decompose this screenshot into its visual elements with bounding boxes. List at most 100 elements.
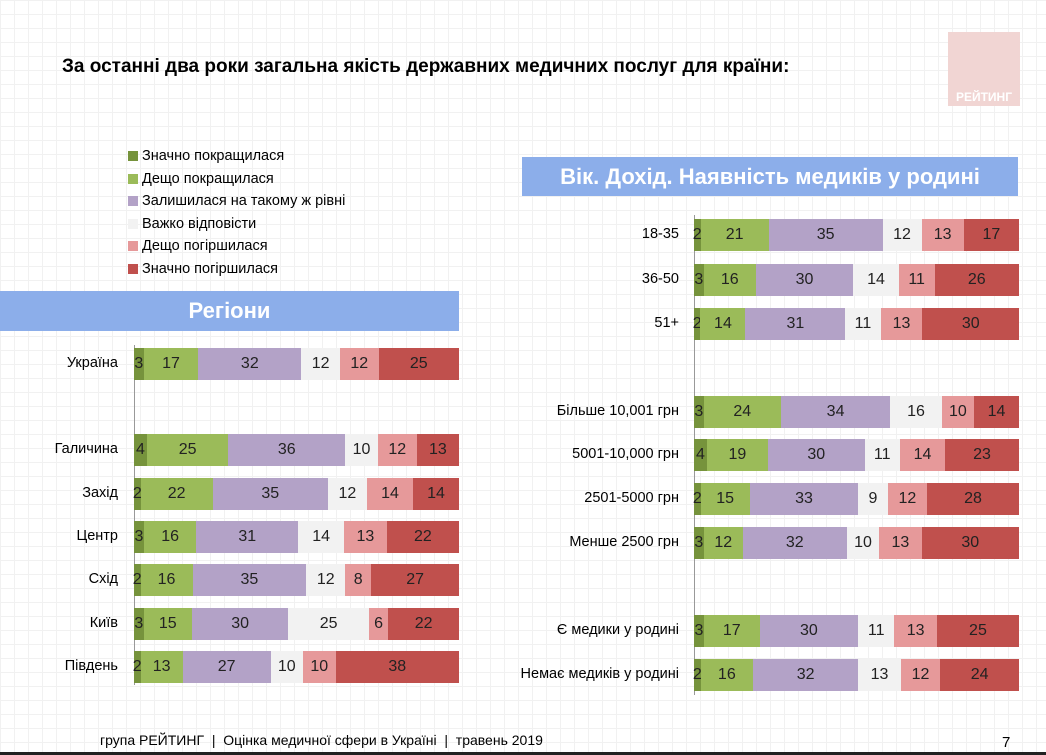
row-label: Центр (76, 528, 118, 544)
bar-segment: 30 (768, 439, 865, 471)
bar-segment: 17 (963, 219, 1019, 251)
legend-label: Дещо покращилася (142, 170, 274, 187)
bar-segment: 10 (303, 651, 336, 683)
row-label: 2501-5000 грн (584, 490, 679, 506)
row-label: Менше 2500 грн (569, 534, 679, 550)
bar-segment: 23 (944, 439, 1019, 471)
legend-swatch (128, 241, 138, 252)
bar-segment: 13 (140, 651, 183, 683)
row-label: Південь (64, 658, 118, 674)
bar-segment: 15 (700, 483, 750, 515)
logo-text: РЕЙТИНГ (955, 90, 1013, 104)
bar-segment: 2 (693, 308, 702, 340)
bar-segment: 14 (298, 521, 345, 553)
legend-swatch (128, 173, 138, 184)
bar-segment: 12 (703, 527, 743, 559)
bar-segment: 11 (898, 264, 935, 296)
bar-segment: 16 (140, 564, 193, 596)
legend-label: Важко відповісти (142, 215, 257, 232)
bar-segment: 9 (858, 483, 888, 515)
regions-header: Регіони (0, 291, 459, 331)
bar-segment: 17 (143, 348, 199, 380)
bar-segment: 12 (377, 434, 417, 466)
legend-item: Значно погіршилася (128, 258, 345, 281)
bar-segment: 14 (899, 439, 945, 471)
bar-segment: 12 (301, 348, 340, 380)
bar-segment: 16 (700, 659, 754, 691)
bar-segment: 14 (700, 308, 746, 340)
bar-segment: 25 (288, 608, 369, 640)
bar-segment: 8 (345, 564, 372, 596)
bar-segment: 30 (759, 615, 859, 647)
legend-item: Важко відповісти (128, 213, 345, 236)
bar-segment: 11 (864, 439, 900, 471)
bar-segment: 4 (694, 439, 707, 471)
bar-segment: 35 (768, 219, 883, 251)
bar-segment: 13 (894, 615, 937, 647)
bar-segment: 2 (693, 483, 702, 515)
legend-item: Залишилася на такому ж рівні (128, 190, 345, 213)
bar-segment: 35 (212, 478, 328, 510)
bar-segment: 3 (694, 264, 704, 296)
bar-segment: 12 (306, 564, 346, 596)
bar-segment: 25 (147, 434, 229, 466)
bar-segment: 13 (416, 434, 459, 466)
legend: Значно покращилася Дещо покращилася Залиши… (128, 145, 345, 280)
bar-segment: 24 (703, 396, 781, 428)
bar-segment: 16 (703, 264, 756, 296)
row-label: 18-35 (641, 226, 679, 242)
bar-segment: 35 (192, 564, 307, 596)
bar-segment: 30 (921, 527, 1019, 559)
bar-segment: 3 (134, 348, 144, 380)
bar-segment: 11 (845, 308, 881, 340)
bar-segment: 13 (921, 219, 964, 251)
legend-item: Значно покращилася (128, 145, 345, 168)
legend-swatch (128, 218, 138, 229)
bar-segment: 13 (879, 527, 922, 559)
bar-segment: 2 (133, 564, 142, 596)
row-label: 5001-10,000 грн (572, 446, 679, 462)
legend-swatch (128, 151, 138, 162)
bar-segment: 21 (700, 219, 769, 251)
row-label: 36-50 (641, 271, 679, 287)
bar-segment: 30 (191, 608, 289, 640)
bar-segment: 27 (182, 651, 271, 683)
row-label: Схід (88, 571, 118, 587)
bar-segment: 14 (413, 478, 459, 510)
bar-segment: 30 (922, 308, 1019, 340)
row-label: Захід (82, 485, 118, 501)
bar-segment: 14 (367, 478, 414, 510)
bar-segment: 3 (134, 608, 144, 640)
bar-segment: 25 (378, 348, 459, 380)
rating-logo: РЕЙТИНГ (948, 32, 1020, 106)
row-label: Більше 10,001 грн (556, 403, 679, 419)
bar-segment: 34 (780, 396, 891, 428)
bar-segment: 13 (344, 521, 387, 553)
legend-label: Залишилася на такому ж рівні (142, 193, 346, 210)
bar-segment: 16 (143, 521, 197, 553)
bar-segment: 30 (755, 264, 854, 296)
page-number: 7 (1002, 734, 1011, 751)
bar-segment: 12 (339, 348, 379, 380)
bar-segment: 32 (742, 527, 847, 559)
left-axis (134, 345, 135, 685)
bar-segment: 3 (694, 527, 704, 559)
bar-segment: 11 (858, 615, 895, 647)
bar-segment: 2 (693, 659, 702, 691)
bar-segment: 2 (133, 651, 142, 683)
bar-segment: 15 (143, 608, 192, 640)
bar-segment: 12 (882, 219, 922, 251)
bar-segment: 19 (706, 439, 768, 471)
bar-segment: 14 (853, 264, 899, 296)
bar-segment: 22 (140, 478, 213, 510)
bar-segment: 31 (745, 308, 846, 340)
bar-segment: 31 (196, 521, 299, 553)
row-label: Україна (66, 355, 118, 371)
bar-segment: 33 (749, 483, 859, 515)
bar-segment: 4 (134, 434, 147, 466)
bar-segment: 10 (270, 651, 303, 683)
bar-segment: 22 (388, 608, 459, 640)
bar-segment: 2 (693, 219, 702, 251)
bar-segment: 10 (941, 396, 974, 428)
